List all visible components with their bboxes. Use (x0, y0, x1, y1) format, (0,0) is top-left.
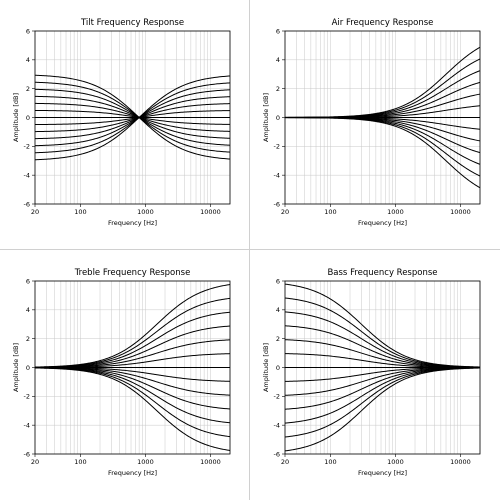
x-tick-label: 10000 (200, 208, 221, 216)
y-tick-label: -4 (274, 421, 280, 429)
y-tick-label: -2 (24, 393, 30, 401)
panel-divider-horizontal (0, 249, 500, 250)
chart-title: Tilt Frequency Response (80, 18, 184, 28)
tilt-chart: 20 100 1000 10000 -6 -4 -2 0 2 4 6 Tilt Frequency R… (12, 18, 231, 227)
response-curve (284, 367, 481, 438)
response-curve (34, 102, 231, 132)
x-tick-label: 100 (74, 458, 86, 466)
response-curve (35, 353, 231, 368)
y-tick-label: 2 (276, 85, 280, 93)
y-tick-label: 4 (26, 56, 30, 64)
response-curve (34, 110, 231, 126)
x-tick-label: 20 (281, 208, 289, 216)
y-tick-label: 6 (26, 27, 30, 35)
x-tick-label: 10000 (450, 458, 471, 466)
x-tick-label: 100 (324, 458, 336, 466)
x-axis-label: Frequency [Hz] (358, 219, 407, 227)
y-tick-label: 2 (26, 85, 30, 93)
response-curve (34, 88, 231, 146)
x-axis-label: Frequency [Hz] (108, 219, 157, 227)
y-tick-label: 0 (276, 364, 280, 372)
y-tick-label: 4 (26, 306, 30, 314)
response-curve (34, 95, 231, 139)
tilt-chart-panel: 20 100 1000 10000 -6 -4 -2 0 2 4 6 Tilt Frequency R… (0, 0, 250, 250)
response-curve (34, 89, 231, 147)
y-tick-label: 0 (26, 114, 30, 122)
response-curve (34, 367, 231, 396)
series-lines (34, 74, 231, 161)
x-tick-label: 20 (281, 458, 289, 466)
x-tick-label: 10000 (200, 458, 221, 466)
response-curve (34, 339, 231, 368)
response-curve (34, 96, 231, 140)
response-curve (35, 367, 231, 382)
response-curve (34, 82, 231, 154)
air-chart-panel: 20 100 1000 10000 -6 -4 -2 0 2 4 6 Air Frequency Re… (250, 0, 500, 250)
series-lines (284, 46, 481, 189)
bass-chart-panel: 20 100 1000 10000 -6 -4 -2 0 2 4 6 Bass Frequency R… (250, 250, 500, 500)
x-tick-label: 20 (31, 208, 39, 216)
y-tick-label: 4 (276, 56, 280, 64)
chart-title: Treble Frequency Response (74, 268, 191, 278)
x-axis-label: Frequency [Hz] (108, 469, 157, 477)
response-curve (284, 297, 481, 368)
x-tick-label: 100 (74, 208, 86, 216)
y-tick-label: 2 (26, 335, 30, 343)
response-curve (34, 103, 231, 133)
y-tick-label: -2 (274, 393, 280, 401)
treble-chart-panel: 20 100 1000 10000 -6 -4 -2 0 2 4 6 Treble Frequency… (0, 250, 250, 500)
y-tick-label: -6 (274, 450, 280, 458)
y-axis-label: Amplitude [dB] (12, 93, 20, 142)
response-curve (34, 284, 231, 368)
y-axis-label: Amplitude [dB] (262, 93, 270, 142)
panel-divider-vertical (249, 0, 250, 500)
x-axis-label: Frequency [Hz] (358, 469, 407, 477)
y-tick-label: -6 (24, 450, 30, 458)
y-axis-label: Amplitude [dB] (262, 343, 270, 392)
y-tick-label: 6 (26, 277, 30, 285)
y-tick-label: 4 (276, 306, 280, 314)
bass-chart: 20 100 1000 10000 -6 -4 -2 0 2 4 6 Bass Frequency R… (262, 268, 481, 477)
x-tick-label: 1000 (387, 208, 404, 216)
treble-chart: 20 100 1000 10000 -6 -4 -2 0 2 4 6 Treble Frequency… (12, 268, 231, 477)
y-tick-label: 2 (276, 335, 280, 343)
response-curve (284, 46, 481, 118)
chart-title: Bass Frequency Response (327, 268, 437, 278)
y-tick-label: -2 (274, 143, 280, 151)
y-tick-label: -4 (24, 421, 30, 429)
response-curve (34, 367, 231, 410)
response-curve (34, 81, 231, 153)
response-curve (34, 325, 231, 368)
y-tick-label: -2 (24, 143, 30, 151)
x-tick-label: 1000 (137, 208, 154, 216)
chart-title: Air Frequency Response (332, 18, 434, 28)
series-lines (34, 284, 231, 451)
y-tick-label: -6 (24, 200, 30, 208)
x-tick-label: 1000 (387, 458, 404, 466)
y-axis-label: Amplitude [dB] (12, 343, 20, 392)
air-chart: 20 100 1000 10000 -6 -4 -2 0 2 4 6 Air Frequency Re… (262, 18, 481, 227)
x-tick-label: 100 (324, 208, 336, 216)
response-curve (34, 74, 231, 160)
response-curve (34, 75, 231, 161)
y-tick-label: -4 (24, 171, 30, 179)
x-tick-label: 1000 (137, 458, 154, 466)
response-curve (34, 367, 231, 424)
series-lines (284, 283, 481, 452)
response-curve (284, 117, 481, 189)
response-curve (285, 117, 481, 177)
y-tick-label: -4 (274, 171, 280, 179)
y-tick-label: 6 (276, 27, 280, 35)
response-curve (34, 311, 231, 368)
y-tick-label: 0 (26, 364, 30, 372)
y-tick-label: 6 (276, 277, 280, 285)
x-tick-label: 20 (31, 458, 39, 466)
y-tick-label: -6 (274, 200, 280, 208)
x-tick-label: 10000 (450, 208, 471, 216)
response-curve (285, 58, 481, 118)
y-tick-label: 0 (276, 114, 280, 122)
response-curve (284, 283, 481, 368)
response-curve (34, 109, 231, 125)
